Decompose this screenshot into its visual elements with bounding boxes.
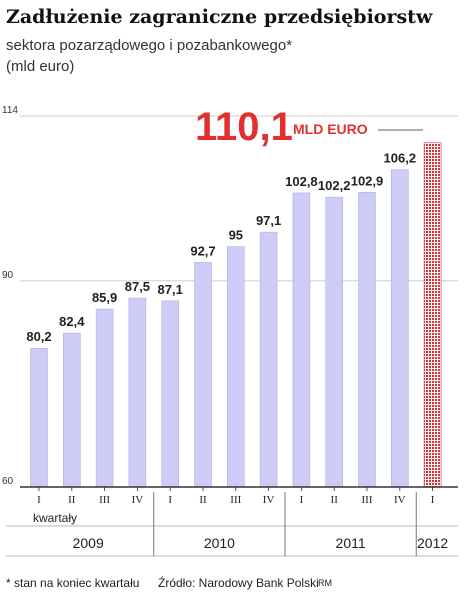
bar-value-label: 102,8 (285, 174, 318, 189)
bar-value-label: 95 (229, 228, 243, 243)
bar-highlight (423, 142, 442, 488)
bar-value-label: 102,2 (318, 178, 351, 193)
y-tick-label: 60 (2, 476, 14, 487)
x-tick-label: III (362, 494, 373, 506)
x-tick-label: II (331, 494, 339, 506)
callout-unit: MLD EURO (293, 121, 368, 137)
x-tick-label: I (300, 494, 304, 506)
year-label: 2010 (204, 535, 235, 551)
bar-value-label: 85,9 (92, 290, 117, 305)
source-note: Źródło: Narodowy Bank Polski (158, 576, 319, 590)
bar-value-label: 82,4 (59, 314, 85, 329)
x-tick-label: II (68, 494, 76, 506)
x-tick-label: I (168, 494, 172, 506)
year-label: 2011 (336, 535, 366, 551)
y-tick-label: 90 (2, 270, 14, 281)
bar-value-label: 102,9 (351, 173, 384, 188)
x-tick-label: IV (132, 494, 144, 506)
bar (95, 308, 114, 488)
callout-value: 110,1 (195, 105, 293, 149)
chart-title: Zadłużenie zagraniczne przedsiębiorstw (6, 6, 433, 28)
bar (325, 196, 343, 488)
x-tick-label: IV (263, 494, 275, 506)
x-tick-label: III (99, 494, 110, 506)
bar (194, 262, 212, 488)
bar (358, 192, 376, 488)
y-tick-label: 114 (2, 105, 18, 116)
bar (63, 332, 81, 488)
x-tick-label: II (199, 494, 207, 506)
bar (128, 297, 147, 488)
bar-value-label: 80,2 (26, 329, 51, 344)
bar (227, 246, 245, 488)
x-tick-label: I (431, 494, 435, 506)
bar (391, 169, 409, 488)
bar-value-label: 106,2 (384, 151, 417, 166)
bar-value-label: 92,7 (190, 243, 215, 258)
bar-value-label: 97,1 (256, 213, 281, 228)
author-initials: RM (318, 578, 332, 588)
footnote: * stan na koniec kwartału (6, 576, 140, 590)
bar-value-label: 87,5 (125, 279, 150, 294)
x-tick-label: III (230, 494, 241, 506)
x-axis-caption: kwartały (33, 511, 77, 525)
x-tick-label: I (37, 494, 41, 506)
x-tick-label: IV (394, 494, 406, 506)
year-label: 2009 (73, 535, 104, 551)
bar (30, 347, 48, 488)
bar (161, 300, 179, 488)
bar-value-label: 87,1 (158, 282, 183, 297)
chart-unit: (mld euro) (6, 58, 75, 75)
chart-subtitle: sektora pozarządowego i pozabankowego* (6, 37, 293, 54)
bar (259, 231, 278, 488)
year-label: 2012 (417, 535, 448, 551)
bar (292, 192, 311, 488)
